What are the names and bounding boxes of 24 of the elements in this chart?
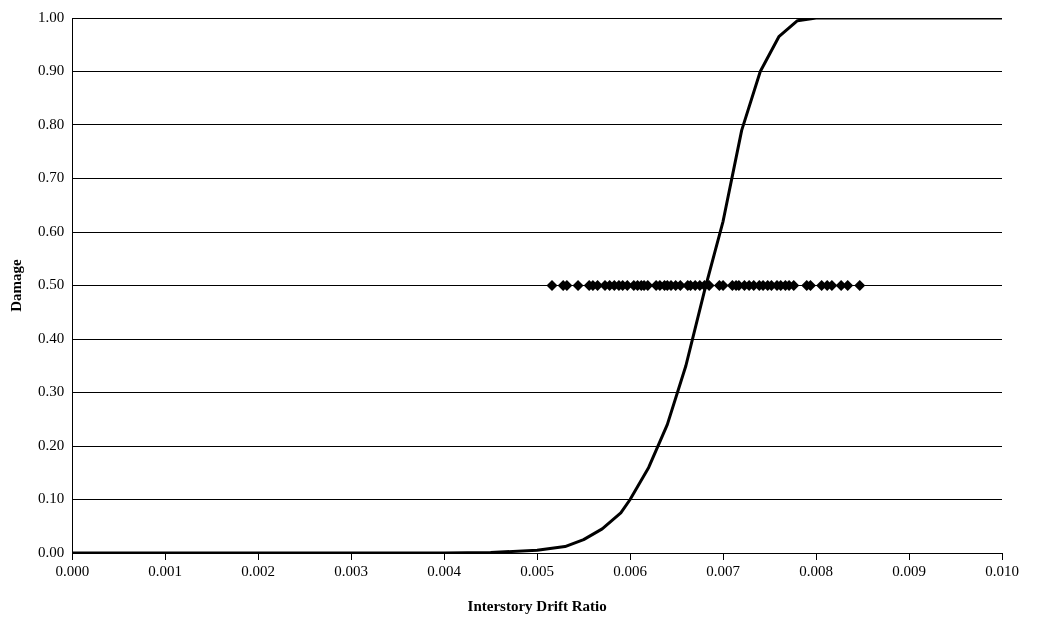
x-tick-label: 0.003: [334, 562, 369, 579]
y-tick-label: 0.80: [38, 115, 65, 132]
x-tick-label: 0.008: [799, 562, 833, 579]
y-tick-label: 0.70: [38, 169, 65, 186]
y-axis-title: Damage: [7, 258, 24, 312]
x-tick-label: 0.010: [985, 562, 1019, 579]
y-tick-label: 0.50: [38, 276, 65, 293]
y-tick-label: 0.30: [38, 383, 65, 400]
x-axis-title: Interstory Drift Ratio: [467, 597, 607, 614]
x-tick-label: 0.009: [892, 562, 926, 579]
y-tick-label: 0.90: [38, 62, 65, 79]
x-tick-label: 0.006: [613, 562, 648, 579]
x-tick-label: 0.004: [427, 562, 462, 579]
y-tick-label: 0.00: [38, 543, 65, 560]
x-tick-label: 0.007: [706, 562, 741, 579]
y-tick-label: 0.40: [38, 329, 65, 346]
x-tick-label: 0.005: [520, 562, 554, 579]
y-tick-label: 0.60: [38, 222, 65, 239]
y-tick-label: 0.20: [38, 436, 65, 453]
y-tick-label: 1.00: [38, 8, 65, 25]
y-tick-label: 0.10: [38, 490, 65, 507]
x-tick-label: 0.000: [55, 562, 90, 579]
x-tick-label: 0.002: [241, 562, 276, 579]
x-tick-label: 0.001: [148, 562, 183, 579]
